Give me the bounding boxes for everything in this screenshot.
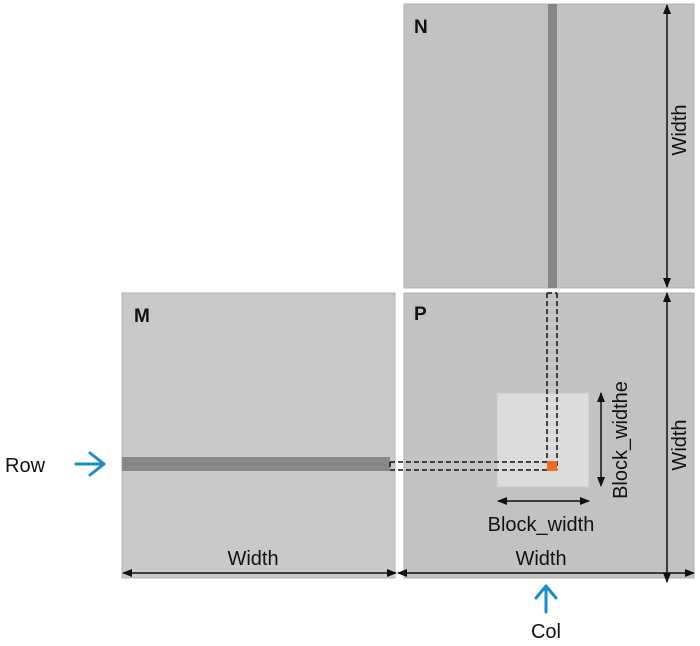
matrix-n-dim-label: Width	[669, 104, 691, 155]
col-label: Col	[531, 621, 561, 643]
matrix-p-dim-label-horizontal: Width	[515, 548, 566, 570]
block-height-label: Block_widthe	[610, 381, 632, 499]
matrix-p-label: P	[414, 304, 427, 325]
matrix-m	[121, 292, 396, 579]
column-connector	[546, 292, 558, 470]
block-tile	[496, 392, 590, 488]
matrix-m-label: M	[134, 306, 150, 327]
row-label: Row	[5, 455, 46, 477]
output-element	[547, 461, 557, 471]
matrix-m-dim-label: Width	[227, 548, 278, 570]
matrix-n-label: N	[414, 17, 428, 38]
matrix-n-column-strip	[548, 4, 557, 288]
block-width-label: Block_width	[488, 514, 595, 536]
matrix-p-dim-label-vertical: Width	[669, 419, 691, 470]
col-arrow-icon	[534, 584, 558, 614]
row-connector	[389, 461, 557, 471]
row-arrow-icon	[74, 451, 106, 477]
matrix-m-row-strip	[122, 457, 390, 471]
